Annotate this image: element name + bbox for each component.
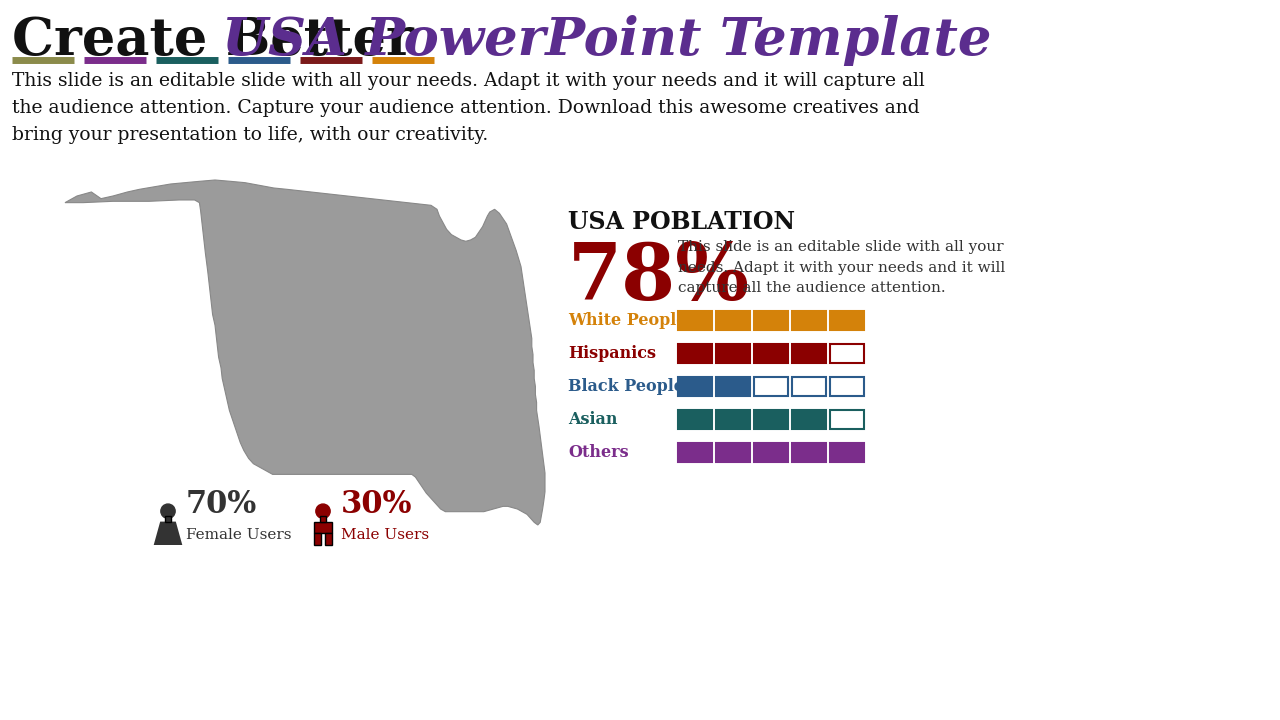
Text: Create Better: Create Better — [12, 15, 433, 66]
Circle shape — [161, 504, 175, 518]
FancyBboxPatch shape — [754, 410, 788, 429]
Text: USA PowerPoint Template: USA PowerPoint Template — [221, 15, 992, 66]
FancyBboxPatch shape — [829, 344, 864, 363]
Text: USA POBLATION: USA POBLATION — [568, 210, 795, 234]
FancyBboxPatch shape — [792, 344, 826, 363]
FancyBboxPatch shape — [792, 443, 826, 462]
FancyBboxPatch shape — [716, 311, 750, 330]
Text: Female Users: Female Users — [186, 528, 292, 542]
FancyBboxPatch shape — [325, 534, 332, 545]
Circle shape — [316, 504, 330, 518]
FancyBboxPatch shape — [792, 311, 826, 330]
FancyBboxPatch shape — [754, 443, 788, 462]
FancyBboxPatch shape — [314, 534, 321, 545]
FancyBboxPatch shape — [678, 344, 712, 363]
FancyBboxPatch shape — [678, 311, 712, 330]
Text: Others: Others — [568, 444, 628, 461]
FancyBboxPatch shape — [716, 344, 750, 363]
Text: This slide is an editable slide with all your
needs. Adapt it with your needs an: This slide is an editable slide with all… — [678, 240, 1005, 295]
FancyBboxPatch shape — [792, 410, 826, 429]
FancyBboxPatch shape — [678, 377, 712, 396]
FancyBboxPatch shape — [754, 344, 788, 363]
Text: Black People: Black People — [568, 378, 684, 395]
FancyBboxPatch shape — [754, 377, 788, 396]
Polygon shape — [154, 521, 182, 545]
FancyBboxPatch shape — [792, 377, 826, 396]
FancyBboxPatch shape — [678, 410, 712, 429]
FancyBboxPatch shape — [716, 410, 750, 429]
Text: 78%: 78% — [568, 240, 750, 316]
FancyBboxPatch shape — [716, 443, 750, 462]
FancyBboxPatch shape — [716, 377, 750, 396]
Text: 30%: 30% — [340, 489, 412, 520]
FancyBboxPatch shape — [829, 377, 864, 396]
Text: Hispanics: Hispanics — [568, 345, 657, 362]
Text: Male Users: Male Users — [340, 528, 429, 542]
FancyBboxPatch shape — [829, 443, 864, 462]
FancyBboxPatch shape — [314, 521, 332, 534]
FancyBboxPatch shape — [320, 516, 326, 521]
Text: 70%: 70% — [186, 489, 257, 520]
FancyBboxPatch shape — [678, 443, 712, 462]
FancyBboxPatch shape — [829, 311, 864, 330]
Text: White People: White People — [568, 312, 686, 329]
FancyBboxPatch shape — [165, 516, 170, 521]
FancyBboxPatch shape — [829, 410, 864, 429]
FancyBboxPatch shape — [754, 311, 788, 330]
Polygon shape — [65, 180, 545, 525]
Text: Asian: Asian — [568, 411, 617, 428]
Text: This slide is an editable slide with all your needs. Adapt it with your needs an: This slide is an editable slide with all… — [12, 72, 924, 144]
